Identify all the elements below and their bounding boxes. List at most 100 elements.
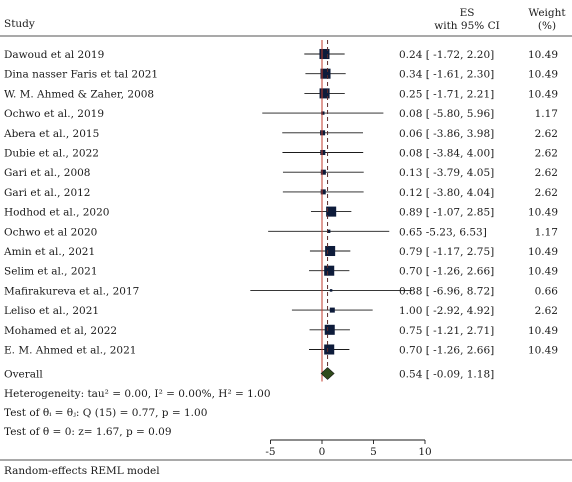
es-ci-value: 0.34 [ -1.61, 2.30] <box>399 69 494 81</box>
effect-marker <box>329 289 333 292</box>
overall-label: Overall <box>4 369 43 381</box>
reference-lines <box>321 40 329 382</box>
study-label: Gari et al., 2012 <box>4 187 91 199</box>
study-label: Selim et al., 2021 <box>4 266 98 278</box>
header-weight-line2: (%) <box>538 20 556 32</box>
study-row: Abera et al., 2015 0.06 [ -3.86, 3.98] 2.6… <box>3 128 558 140</box>
study-row: Hodhod et al., 2020 0.89 [ -1.07, 2.85] 10… <box>4 206 558 219</box>
heterogeneity-stat: Heterogeneity: tau² = 0.00, I² = 0.00%, … <box>4 388 271 400</box>
study-row: Gari et al., 2008 0.13 [ -3.79, 4.05] 2.62 <box>4 167 558 179</box>
weight-value: 10.49 <box>528 88 558 100</box>
es-ci-value: 0.75 [ -1.21, 2.71] <box>399 325 494 337</box>
study-label: W. M. Ahmed & Zaher, 2008 <box>4 88 154 100</box>
es-ci-value: 1.00 [ -2.92, 4.92] <box>399 305 494 317</box>
effect-marker <box>329 307 335 313</box>
weight-value: 10.49 <box>528 345 558 357</box>
es-ci-value: 0.06 [ -3.86, 3.98] <box>399 128 494 140</box>
study-rows: Dawoud et al 2019 0.24 [ -1.72, 2.20] 10.4… <box>3 48 558 357</box>
weight-value: 2.62 <box>535 187 558 199</box>
effect-marker <box>327 229 331 233</box>
effect-marker <box>319 48 330 60</box>
study-label: Dawoud et al 2019 <box>4 49 104 61</box>
study-row: Mafirakureva et al., 2017 0.88 [ -6.96, 8… <box>4 285 558 297</box>
es-ci-value: 0.70 [ -1.26, 2.66] <box>399 345 494 357</box>
effect-marker <box>320 169 326 175</box>
es-ci-value: 0.70 [ -1.26, 2.66] <box>399 266 494 278</box>
study-row: Leliso et al., 2021 1.00 [ -2.92, 4.92] 2.… <box>4 305 558 317</box>
overall-diamond <box>320 367 335 380</box>
weight-value: 10.49 <box>528 266 558 278</box>
study-label: Hodhod et al., 2020 <box>4 207 109 219</box>
weight-value: 0.66 <box>535 285 559 297</box>
overall-effect-test-stat: Test of θ = 0: z= 1.67, p = 0.09 <box>4 426 172 438</box>
study-label: E. M. Ahmed et al., 2021 <box>4 345 136 357</box>
model-note: Random-effects REML model <box>4 465 160 477</box>
effect-marker <box>320 68 331 79</box>
study-row: Ochwo et al 2020 0.65 -5.23, 6.53] 1.17 <box>4 226 558 238</box>
weight-value: 10.49 <box>528 207 558 219</box>
study-row: Ochwo et al., 2019 0.08 [ -5.80, 5.96] 1.1… <box>4 108 558 120</box>
study-row: Amin et al., 2021 0.79 [ -1.17, 2.75] 10.4… <box>3 245 558 258</box>
study-row: Gari et al., 2012 0.12 [ -3.80, 4.04] 2.62 <box>4 187 558 199</box>
study-label: Dubie et al., 2022 <box>4 148 99 160</box>
study-row: Dawoud et al 2019 0.24 [ -1.72, 2.20] 10.4… <box>4 48 558 61</box>
weight-value: 10.49 <box>528 325 558 337</box>
study-row: Dina nasser Faris et tal 2021 0.34 [ -1.6… <box>4 68 558 81</box>
overall-row: Overall 0.54 [ -0.09, 1.18] <box>4 367 494 381</box>
study-label: Dina nasser Faris et tal 2021 <box>4 69 158 81</box>
header-es-line1: ES <box>460 7 475 19</box>
es-ci-value: 0.24 [ -1.72, 2.20] <box>399 49 494 61</box>
effect-marker <box>324 324 335 335</box>
x-tick-label: 5 <box>370 446 377 458</box>
weight-value: 1.17 <box>535 226 558 238</box>
x-tick-label: 0 <box>319 446 326 458</box>
weight-value: 10.49 <box>528 69 558 81</box>
es-ci-value: 0.08 [ -5.80, 5.96] <box>399 108 494 120</box>
weight-value: 2.62 <box>535 167 558 179</box>
study-label: Abera et al., 2015 <box>3 128 99 140</box>
effect-marker <box>320 130 326 136</box>
study-row: E. M. Ahmed et al., 2021 0.70 [ -1.26, 2.… <box>4 344 558 357</box>
effect-marker <box>321 111 325 115</box>
es-ci-value: 0.79 [ -1.17, 2.75] <box>399 246 494 258</box>
es-ci-value: 0.89 [ -1.07, 2.85] <box>399 207 494 219</box>
weight-value: 2.62 <box>535 128 558 140</box>
weight-value: 1.17 <box>535 108 558 120</box>
study-label: Ochwo et al 2020 <box>4 226 97 238</box>
effect-marker <box>324 344 335 355</box>
es-ci-value: 0.13 [ -3.79, 4.05] <box>399 167 494 179</box>
study-row: W. M. Ahmed & Zaher, 2008 0.25 [ -1.71, 2… <box>4 88 558 100</box>
study-row: Mohamed et al, 2022 0.75 [ -1.21, 2.71] 10… <box>4 324 558 337</box>
overall-es-ci: 0.54 [ -0.09, 1.18] <box>399 369 494 381</box>
header-weight-line1: Weight <box>528 7 566 19</box>
effect-marker <box>320 149 326 156</box>
es-ci-value: 0.12 [ -3.80, 4.04] <box>399 187 494 199</box>
study-row: Selim et al., 2021 0.70 [ -1.26, 2.66] 10.… <box>4 265 558 278</box>
study-row: Dubie et al., 2022 0.08 [ -3.84, 4.00] 2.6… <box>4 148 558 160</box>
x-tick-label: 10 <box>418 446 431 458</box>
homogeneity-test-stat: Test of θᵢ = θⱼ: Q (15) = 0.77, p = 1.00 <box>4 407 207 419</box>
es-ci-value: 0.25 [ -1.71, 2.21] <box>399 88 494 100</box>
effect-marker <box>319 88 330 99</box>
weight-value: 2.62 <box>535 148 558 160</box>
es-ci-value: 0.65 -5.23, 6.53] <box>399 226 487 238</box>
study-label: Mohamed et al, 2022 <box>4 325 117 337</box>
effect-marker <box>324 265 335 276</box>
study-label: Leliso et al., 2021 <box>4 305 99 317</box>
x-tick-label: -5 <box>265 446 275 458</box>
study-label: Gari et al., 2008 <box>4 167 91 179</box>
x-axis: -5 0 5 10 <box>265 439 432 458</box>
study-label: Ochwo et al., 2019 <box>4 108 104 120</box>
es-ci-value: 0.88 [ -6.96, 8.72] <box>399 285 494 297</box>
weight-value: 10.49 <box>528 246 558 258</box>
es-ci-value: 0.08 [ -3.84, 4.00] <box>399 148 494 160</box>
header-es-line2: with 95% CI <box>434 20 500 32</box>
weight-value: 2.62 <box>535 305 558 317</box>
study-label: Amin et al., 2021 <box>3 246 95 258</box>
effect-marker <box>326 206 337 217</box>
header-study: Study <box>4 18 35 30</box>
weight-value: 10.49 <box>528 49 558 61</box>
study-label: Mafirakureva et al., 2017 <box>4 285 139 297</box>
effect-marker <box>325 245 336 257</box>
